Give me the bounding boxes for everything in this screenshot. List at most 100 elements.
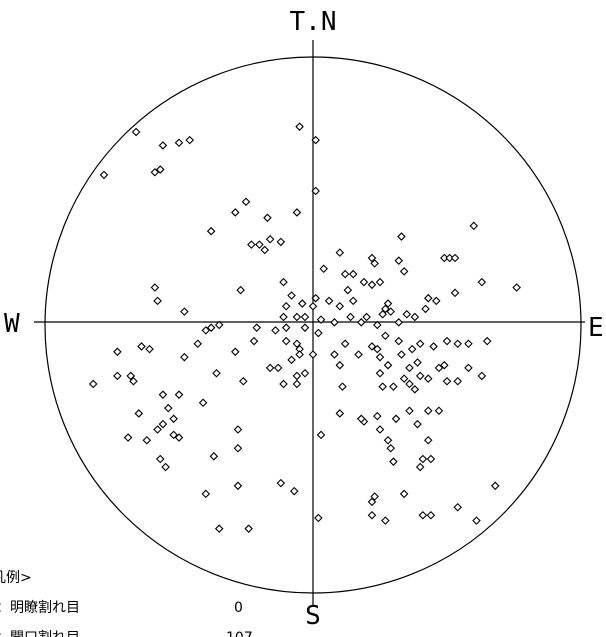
pole-marker xyxy=(383,360,393,370)
pole-marker xyxy=(129,377,138,386)
pole-marker xyxy=(279,312,288,322)
pole-marker xyxy=(383,435,393,445)
pole-marker xyxy=(381,516,390,525)
pole-marker xyxy=(289,486,299,496)
pole-marker xyxy=(169,430,178,440)
pole-marker xyxy=(212,368,221,378)
pole-marker xyxy=(174,138,184,148)
pole-marker xyxy=(367,280,377,290)
pole-marker xyxy=(150,167,160,177)
pole-marker xyxy=(378,310,387,319)
pole-marker xyxy=(319,264,328,273)
pole-marker xyxy=(88,379,98,389)
pole-marker xyxy=(231,208,240,217)
pole-marker xyxy=(265,363,275,373)
pole-marker xyxy=(426,511,436,520)
pole-marker xyxy=(464,339,473,349)
legend-count: 107 xyxy=(226,630,253,637)
pole-marker xyxy=(153,296,162,306)
pole-marker xyxy=(198,398,208,407)
pole-marker xyxy=(335,360,345,370)
pole-marker xyxy=(214,320,224,330)
pole-marker xyxy=(418,454,428,464)
pole-marker xyxy=(399,489,409,499)
pole-marker xyxy=(276,237,286,247)
pole-marker xyxy=(348,269,358,279)
pole-marker xyxy=(295,350,304,359)
pole-marker xyxy=(155,165,165,174)
pole-marker xyxy=(287,355,296,365)
pole-marker xyxy=(426,454,436,464)
pole-marker xyxy=(367,497,377,507)
pole-marker xyxy=(407,344,417,354)
pole-marker xyxy=(279,277,288,287)
pole-marker xyxy=(158,141,168,150)
pole-marker xyxy=(233,444,243,453)
pole-marker xyxy=(432,296,441,306)
pole-marker xyxy=(314,328,323,338)
pole-marker xyxy=(423,435,433,445)
legend-label: ：開口割れ目 xyxy=(0,629,80,637)
east-label: E xyxy=(588,313,604,343)
pole-marker xyxy=(255,240,264,249)
pole-marker xyxy=(281,336,291,346)
pole-marker xyxy=(314,513,323,523)
pole-marker xyxy=(340,269,350,279)
pole-marker xyxy=(276,478,286,488)
pole-marker xyxy=(442,336,452,346)
pole-marker xyxy=(410,385,420,394)
pole-marker xyxy=(370,492,379,501)
pole-marker xyxy=(415,371,425,381)
pole-marker xyxy=(180,307,189,316)
pole-marker xyxy=(415,462,425,472)
pole-marker xyxy=(399,374,409,383)
west-label: W xyxy=(4,309,20,339)
pole-marker xyxy=(397,350,406,359)
pole-marker xyxy=(193,339,203,349)
pole-marker xyxy=(343,285,353,295)
pole-marker xyxy=(415,339,425,349)
pole-marker xyxy=(281,301,291,311)
pole-marker xyxy=(434,406,444,416)
pole-marker xyxy=(249,336,259,346)
pole-marker xyxy=(348,296,358,306)
pole-marker xyxy=(247,240,256,249)
pole-marker xyxy=(214,524,224,533)
pole-marker xyxy=(453,377,462,386)
pole-marker xyxy=(233,425,243,434)
pole-marker xyxy=(418,511,428,520)
pole-marker xyxy=(490,481,500,491)
pole-marker xyxy=(164,403,173,413)
pole-marker xyxy=(375,277,385,287)
pole-marker xyxy=(399,267,409,276)
pole-marker xyxy=(241,197,251,206)
pole-marker xyxy=(477,277,487,287)
pole-marker xyxy=(423,374,433,383)
pole-marker xyxy=(423,293,433,303)
pole-marker xyxy=(335,301,345,311)
pole-marker xyxy=(335,248,345,257)
pole-marker xyxy=(413,358,422,367)
pole-marker xyxy=(375,368,385,378)
legend-title: 凡例> xyxy=(0,570,32,586)
pole-marker xyxy=(370,259,379,268)
pole-marker xyxy=(308,350,318,359)
pole-marker xyxy=(265,234,275,244)
pole-marker xyxy=(134,409,144,418)
pole-marker xyxy=(450,253,460,263)
pole-marker xyxy=(383,299,393,308)
pole-marker xyxy=(292,208,302,217)
pole-marker xyxy=(453,339,462,349)
pole-marker xyxy=(300,323,310,332)
pole-marker xyxy=(373,320,382,330)
pole-marker xyxy=(233,481,243,491)
pole-marker xyxy=(469,221,479,231)
pole-marker xyxy=(206,323,216,332)
pole-marker xyxy=(113,347,122,357)
pole-marker xyxy=(429,342,438,351)
pole-marker xyxy=(126,371,136,381)
pole-marker xyxy=(150,283,160,292)
pole-marker xyxy=(391,414,401,424)
pole-marker xyxy=(169,414,178,424)
